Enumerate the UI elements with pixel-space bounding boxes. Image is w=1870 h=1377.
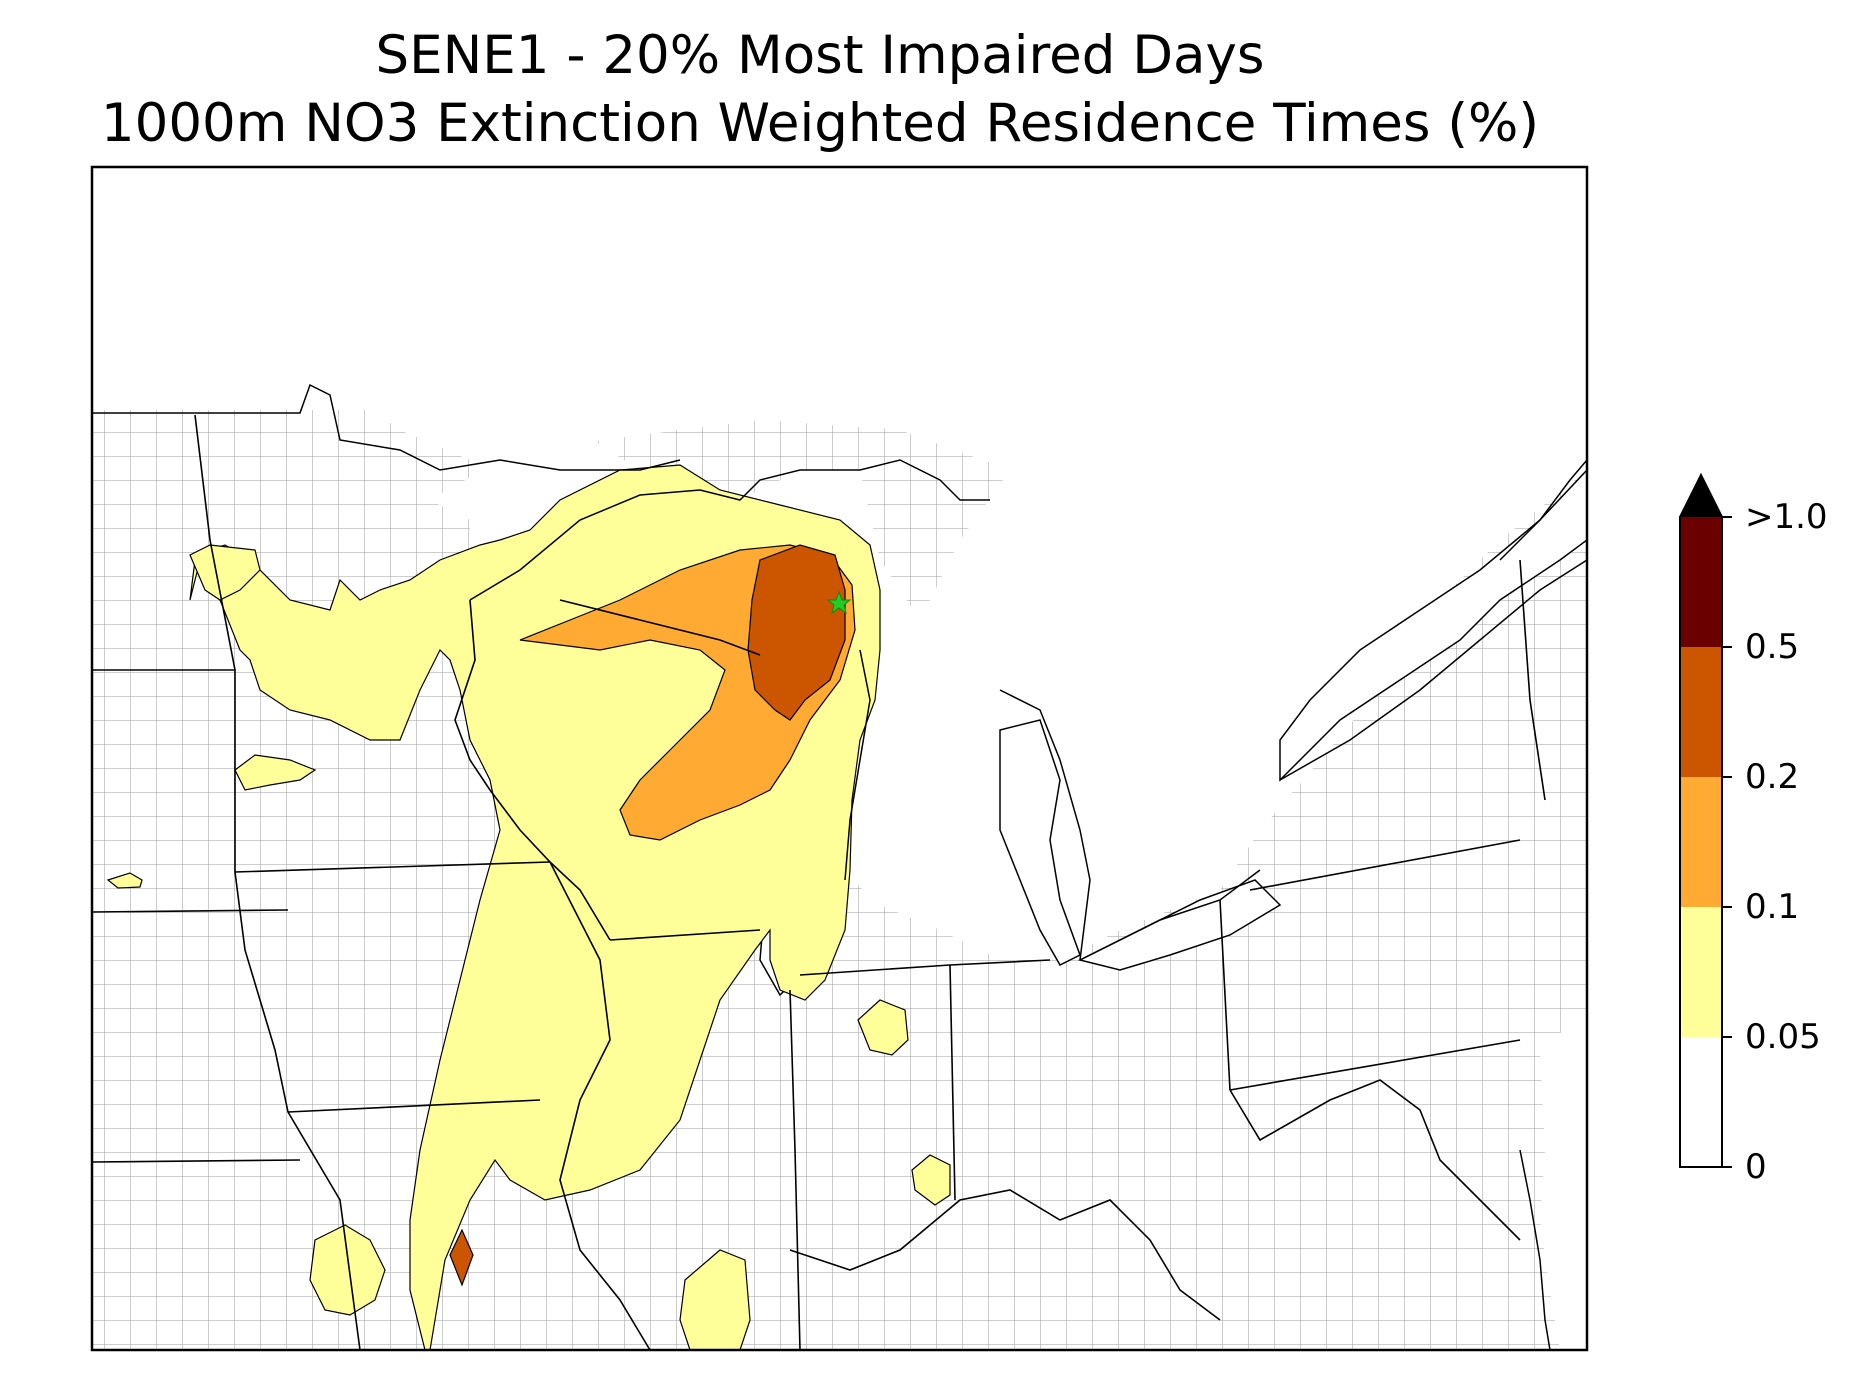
- colorbar-tick-label: 0: [1745, 1147, 1767, 1187]
- colorbar-tick-label: 0.5: [1745, 627, 1800, 667]
- contour-0.05-sd: [106, 872, 143, 889]
- contour-0.05-mn: [234, 754, 317, 791]
- colorbar-bin-4: [1680, 517, 1722, 647]
- boundary-il-west: [549, 861, 651, 1350]
- colorbar-tick-label: 0.1: [1745, 887, 1800, 927]
- boundary-ne-ks: [92, 1159, 301, 1163]
- contour-0.05-oh: [911, 1154, 951, 1206]
- boundary-oh-pa: [1219, 899, 1231, 1091]
- colorbar-outline: [1679, 472, 1723, 1168]
- colorbar-tick-label: >1.0: [1745, 497, 1828, 537]
- boundary-sd-ne: [92, 909, 289, 913]
- colorbar-bin-2: [1680, 777, 1722, 907]
- star-icon: [826, 590, 852, 615]
- boundary-il-in: [789, 989, 801, 1350]
- colorbar-bin-1: [1680, 907, 1722, 1037]
- coastlines: [92, 383, 1587, 1350]
- colorbar-extend-arrow: [1680, 475, 1722, 517]
- map-title-line-1: SENE1 - 20% Most Impaired Days: [375, 25, 1265, 86]
- boundary-wi-mi: [559, 599, 761, 656]
- boundary-ne-ia: [234, 871, 361, 1350]
- st-lawrence: [1499, 459, 1587, 561]
- boundary-pa-south: [1229, 1039, 1521, 1091]
- contour-0.05-ky: [679, 1249, 751, 1350]
- boundary-ny-vt: [1519, 559, 1546, 801]
- lake-superior-shore: [469, 459, 990, 601]
- chesapeake: [1519, 1149, 1551, 1350]
- boundary-ia-mo: [287, 1099, 541, 1113]
- contour-0.05-mo: [309, 1224, 386, 1316]
- contour-0.05-in: [857, 999, 909, 1056]
- contour-0.2-mo: [449, 1228, 474, 1287]
- colorbar-tick-label: 0.2: [1745, 757, 1800, 797]
- contour-fills: [106, 464, 951, 1350]
- colorbar: [1679, 472, 1732, 1168]
- colorbar-bin-0: [1680, 1037, 1722, 1167]
- boundary-nd-mn: [194, 414, 236, 872]
- colorbar-bin-3: [1680, 647, 1722, 777]
- boundary-mi-in-oh: [799, 959, 1051, 976]
- minnesota-north: [92, 383, 681, 471]
- state-boundaries: [92, 414, 1546, 1350]
- boundary-wv-va: [1229, 1079, 1521, 1241]
- erie-shore: [1079, 869, 1261, 961]
- boundary-pa-ny: [1249, 839, 1521, 891]
- michigan-east-shore: [999, 689, 1091, 961]
- michigan-lower-west: [844, 649, 871, 881]
- boundary-mn-ia: [234, 861, 551, 873]
- map-title-line-2: 1000m NO3 Extinction Weighted Residence …: [100, 93, 1540, 154]
- contour-0.05-west: [189, 544, 261, 601]
- map-frame: [90, 165, 1589, 1352]
- boundary-wi-il: [609, 929, 761, 941]
- colorbar-tick-label: 0.05: [1745, 1017, 1821, 1057]
- boundary-ohio-river: [789, 1189, 1221, 1321]
- ontario-shore: [1279, 559, 1587, 781]
- boundary-in-oh: [949, 964, 956, 1201]
- boundary-mn-wi: [454, 599, 611, 941]
